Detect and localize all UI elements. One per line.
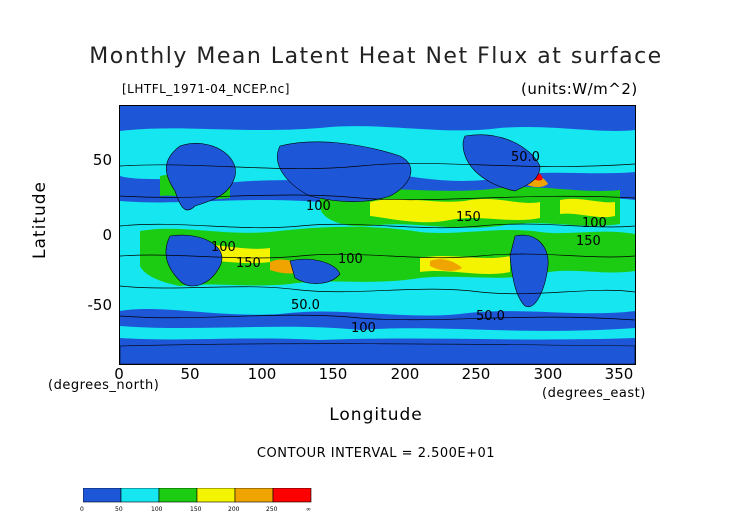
contour-label: 100	[338, 252, 363, 267]
contour-label: 150	[236, 256, 261, 271]
colorbar-label: 50	[115, 506, 123, 513]
colorbar	[82, 487, 323, 518]
contour-label: 100	[211, 240, 236, 255]
flux-map-svg	[120, 106, 635, 364]
y-tick: -50	[87, 296, 113, 314]
contour-label: 100	[306, 199, 331, 214]
contour-label: 50.0	[476, 309, 505, 324]
contour-label: 150	[576, 234, 601, 249]
contour-label: 50.0	[511, 150, 540, 165]
colorbar-swatch	[120, 487, 160, 503]
colorbar-label: 100	[151, 506, 163, 513]
y-tick: 0	[102, 226, 112, 244]
x-tick: 150	[318, 365, 348, 383]
chart-title: Monthly Mean Latent Heat Net Flux at sur…	[89, 44, 663, 69]
x-tick: 50	[180, 365, 200, 383]
units-label: (units:W/m^2)	[521, 80, 638, 98]
contour-lines	[120, 163, 635, 321]
y-axis-label: Latitude	[30, 181, 50, 259]
colorbar-svg	[82, 487, 312, 503]
colorbar-swatch	[158, 487, 198, 503]
x-tick: 100	[247, 365, 277, 383]
contour-label: 100	[351, 321, 376, 336]
x-tick: 300	[533, 365, 563, 383]
x-axis-label: Longitude	[329, 405, 423, 425]
flux-map: 100 150 50.0 100 150 100 150 100 50.0 50…	[119, 105, 636, 365]
x-axis-units: (degrees_east)	[542, 386, 646, 401]
x-tick: 200	[390, 365, 420, 383]
colorbar-swatch	[196, 487, 236, 503]
file-label: [LHTFL_1971-04_NCEP.nc]	[122, 82, 290, 96]
colorbar-label: 150	[190, 506, 202, 513]
y-axis-units: (degrees_north)	[48, 378, 160, 393]
colorbar-label: 250	[266, 506, 278, 513]
y-tick: 50	[92, 151, 112, 169]
contour-label: 50.0	[291, 298, 320, 313]
colorbar-swatch	[272, 487, 312, 503]
colorbar-label: ∞	[306, 506, 311, 513]
contour-interval: CONTOUR INTERVAL = 2.500E+01	[256, 446, 496, 461]
colorbar-label: 0	[80, 506, 84, 513]
x-tick: 350	[604, 365, 634, 383]
x-tick: 0	[114, 365, 124, 383]
x-tick: 250	[461, 365, 491, 383]
contour-label: 100	[582, 216, 607, 231]
colorbar-swatch	[82, 487, 122, 503]
contour-label: 150	[456, 210, 481, 225]
colorbar-swatch	[234, 487, 274, 503]
colorbar-label: 200	[228, 506, 240, 513]
land-masses	[120, 134, 635, 364]
